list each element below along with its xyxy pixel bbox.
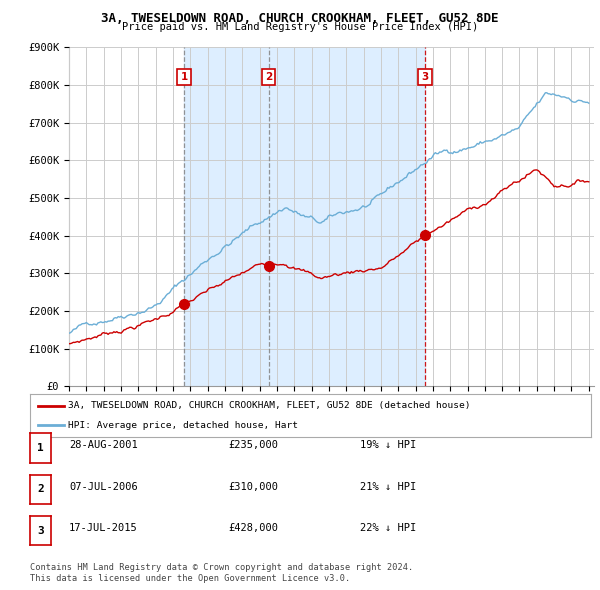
Text: 2: 2: [37, 484, 44, 494]
Text: 2: 2: [265, 73, 272, 83]
Text: £428,000: £428,000: [228, 523, 278, 533]
Text: £310,000: £310,000: [228, 482, 278, 491]
Text: 3A, TWESELDOWN ROAD, CHURCH CROOKHAM, FLEET, GU52 8DE (detached house): 3A, TWESELDOWN ROAD, CHURCH CROOKHAM, FL…: [68, 401, 470, 410]
Text: 3: 3: [421, 73, 428, 83]
Bar: [269, 47, 425, 386]
Text: 28-AUG-2001: 28-AUG-2001: [69, 441, 138, 450]
Text: HPI: Average price, detached house, Hart: HPI: Average price, detached house, Hart: [68, 421, 298, 430]
Text: 3: 3: [37, 526, 44, 536]
Text: 1: 1: [181, 73, 188, 83]
Text: Contains HM Land Registry data © Crown copyright and database right 2024.
This d: Contains HM Land Registry data © Crown c…: [30, 563, 413, 583]
Bar: [184, 47, 269, 386]
Text: 07-JUL-2006: 07-JUL-2006: [69, 482, 138, 491]
Text: Price paid vs. HM Land Registry's House Price Index (HPI): Price paid vs. HM Land Registry's House …: [122, 22, 478, 32]
Text: £235,000: £235,000: [228, 441, 278, 450]
Text: 17-JUL-2015: 17-JUL-2015: [69, 523, 138, 533]
Text: 1: 1: [37, 443, 44, 453]
Text: 3A, TWESELDOWN ROAD, CHURCH CROOKHAM, FLEET, GU52 8DE: 3A, TWESELDOWN ROAD, CHURCH CROOKHAM, FL…: [101, 12, 499, 25]
Text: 19% ↓ HPI: 19% ↓ HPI: [360, 441, 416, 450]
Text: 22% ↓ HPI: 22% ↓ HPI: [360, 523, 416, 533]
Text: 21% ↓ HPI: 21% ↓ HPI: [360, 482, 416, 491]
